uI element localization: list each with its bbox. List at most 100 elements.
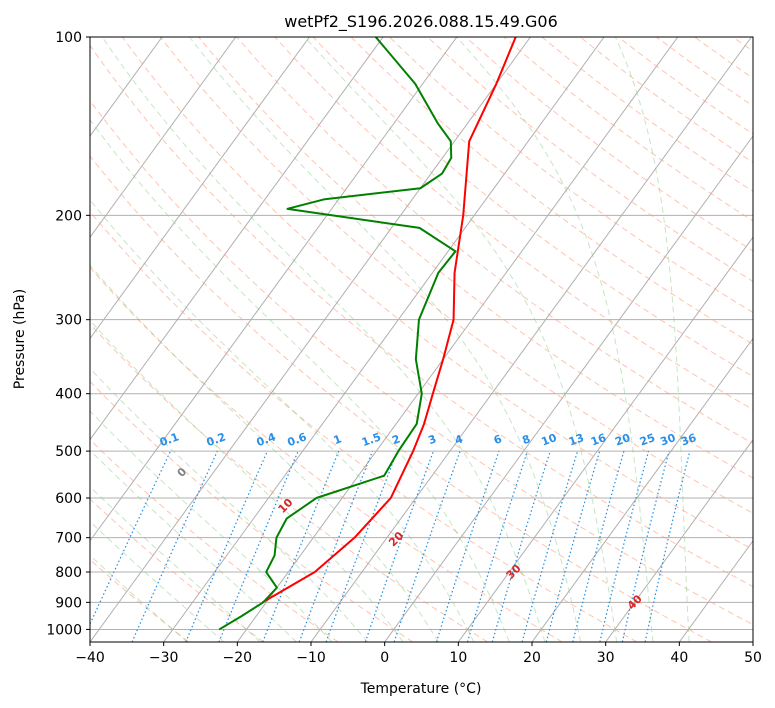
dry-adiabat [312,37,753,378]
x-tick-label: 10 [449,650,467,666]
mixing-ratio-label: 13 [567,431,586,448]
isotherm-line [236,37,679,642]
mixing-ratio-line [572,450,625,642]
y-tick-label: 900 [55,595,82,611]
isotherm-line [90,37,237,239]
dry-adiabat [236,37,753,445]
isotherm-line [457,236,753,642]
x-tick-label: −30 [149,650,179,666]
y-tick-label: 400 [55,387,82,403]
moist-adiabats [90,37,690,642]
mixing-ratio-line [393,450,461,642]
x-axis-ticks: −40 −30 −20 −10 0 10 20 30 40 50 [75,642,762,666]
mixing-ratio-label: 30 [658,431,677,449]
x-tick-label: −40 [75,650,105,666]
mixing-ratio-label: 0.1 [158,430,181,449]
y-axis-ticks: 100 200 300 400 500 600 700 800 900 1000 [46,30,90,638]
isotherm-line [605,438,753,642]
dry-adiabat [121,37,753,551]
moist-adiabat [90,486,261,642]
y-tick-label: 500 [55,444,82,460]
dry-adiabat [160,37,753,514]
dry-adiabat [90,210,638,642]
mixing-ratio-lines [90,450,691,642]
chart-title: wetPf2_S196.2026.088.15.49.G06 [284,12,558,32]
mixing-ratio-line [466,450,529,642]
y-tick-label: 800 [55,565,82,581]
x-tick-label: −20 [223,650,253,666]
mixing-ratio-label: 3 [426,432,438,447]
dry-adiabat [90,44,753,588]
x-tick-label: 0 [380,650,389,666]
mixing-ratio-label: 20 [613,431,632,449]
mixing-ratio-label: 36 [679,431,698,449]
x-tick-label: −10 [296,650,326,666]
dewpoint-trace [218,37,457,631]
mixing-ratio-label: 16 [589,431,608,449]
isotherm-line [384,135,753,642]
mixing-ratio-line [545,450,601,642]
y-tick-label: 300 [55,313,82,329]
dry-adiabat [198,37,753,479]
plot-frame [89,36,754,643]
x-axis-label: Temperature (°C) [360,681,482,697]
moist-adiabat [90,319,404,642]
moist-adiabat [90,410,333,642]
mixing-ratio-line [599,450,650,642]
mixing-ratio-label: 2 [390,432,402,447]
moist-adiabat [90,554,188,642]
moist-adiabat [456,37,654,642]
moist-adiabat [189,37,582,642]
mixing-ratio-label: 0.4 [255,430,278,449]
x-tick-label: 40 [670,650,688,666]
sounding-traces [218,37,517,631]
y-tick-label: 700 [55,531,82,547]
mixing-ratio-line [435,450,500,642]
mixing-ratio-label: 0.6 [286,430,309,449]
temperature-trace [262,37,517,604]
isotherm-line [90,37,384,441]
dry-adiabat [90,380,414,642]
moist-adiabat [101,37,546,642]
moist-adiabat [90,520,225,642]
y-tick-label: 200 [55,208,82,224]
y-tick-label: 1000 [46,622,82,638]
moist-adiabat [90,119,510,642]
mixing-ratio-label: 1.5 [360,430,383,449]
mixing-ratio-label: 4 [453,432,465,447]
mixing-ratio-line [185,450,268,642]
mixing-ratio-label: 8 [520,432,532,447]
isotherm-line [90,37,310,340]
moist-adiabat [614,37,690,642]
mixing-ratio-line [364,450,435,642]
mixing-ratio-label: 10 [540,431,559,449]
isotherm-line [90,37,458,542]
mixing-ratio-line [262,450,340,642]
mixing-ratio-label: 25 [638,431,657,448]
moist-adiabat [90,449,297,642]
mixing-ratio-line [218,450,299,642]
dry-adiabat [90,323,488,642]
moist-adiabat [90,199,475,642]
isotherm-line [163,37,605,642]
dry-adiabat [90,266,563,642]
x-tick-label: 30 [597,650,615,666]
mixing-ratio-line [298,450,374,642]
moist-adiabat [90,264,439,642]
mixing-ratio-line [491,450,551,642]
isotherm-line [531,337,753,642]
mixing-ratio-label: 6 [492,432,504,447]
mixing-ratio-line [521,450,579,642]
mixing-ratio-label: 1 [332,432,344,447]
y-tick-label: 100 [55,30,82,46]
dry-adiabat [274,37,753,411]
mixing-ratio-line [325,450,398,642]
dry-adiabats [90,37,753,642]
dry-adiabat [90,99,753,626]
x-tick-label: 20 [523,650,541,666]
mixing-ratio-line [621,450,670,642]
mixing-ratio-line [644,450,691,642]
isotherm-line [90,37,531,642]
y-axis-label: Pressure (hPa) [12,289,28,389]
